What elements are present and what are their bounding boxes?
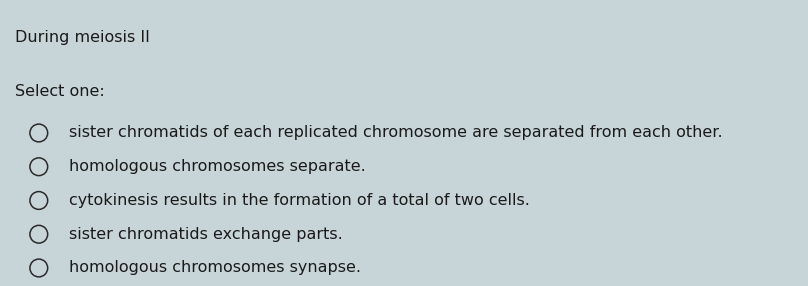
Text: homologous chromosomes synapse.: homologous chromosomes synapse. — [69, 261, 360, 275]
Text: cytokinesis results in the formation of a total of two cells.: cytokinesis results in the formation of … — [69, 193, 529, 208]
Text: During meiosis II: During meiosis II — [15, 30, 149, 45]
Text: Select one:: Select one: — [15, 84, 104, 99]
Text: homologous chromosomes separate.: homologous chromosomes separate. — [69, 159, 365, 174]
Text: sister chromatids exchange parts.: sister chromatids exchange parts. — [69, 227, 343, 242]
Text: sister chromatids of each replicated chromosome are separated from each other.: sister chromatids of each replicated chr… — [69, 126, 722, 140]
